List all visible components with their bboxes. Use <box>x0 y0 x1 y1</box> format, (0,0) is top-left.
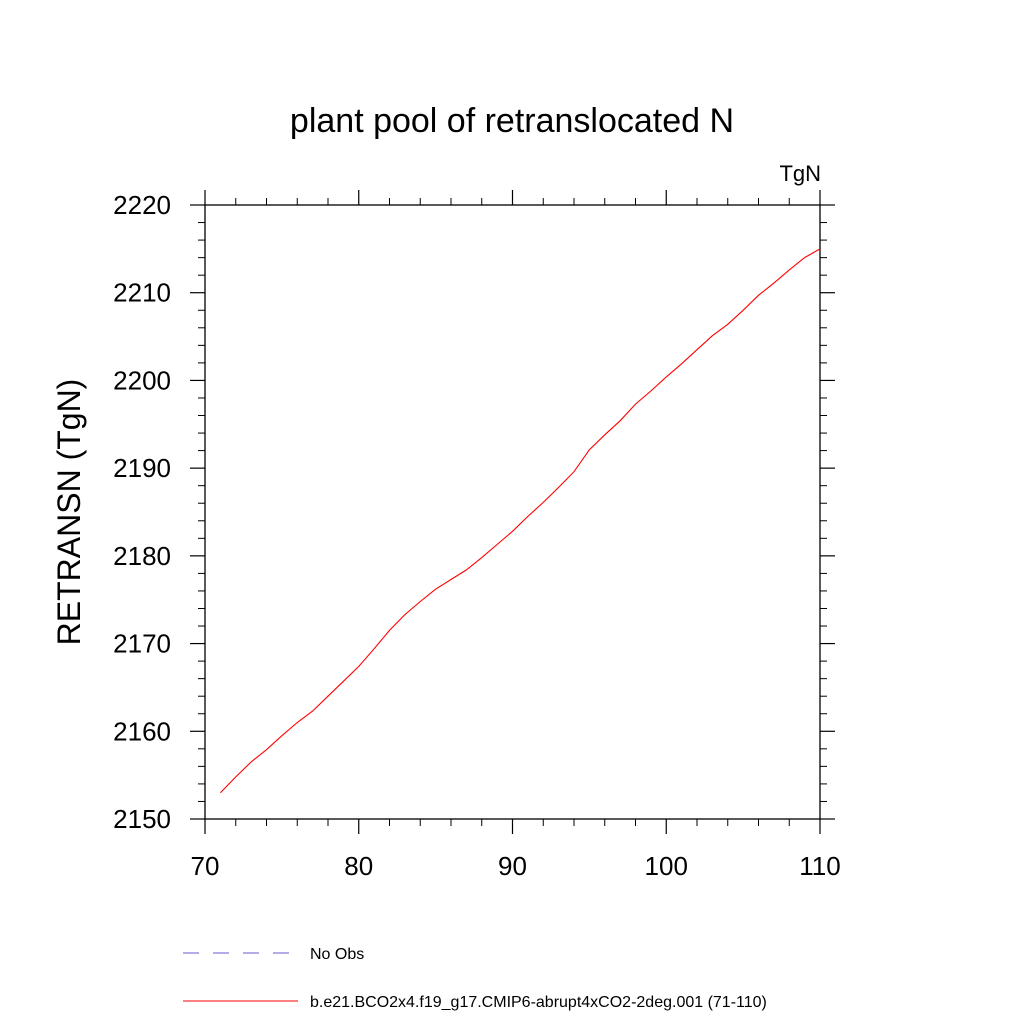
series-line-1 <box>220 248 821 794</box>
y-tick-label: 2180 <box>113 541 171 571</box>
x-tick-label: 100 <box>645 851 688 881</box>
units-label: TgN <box>779 161 821 186</box>
y-tick-label: 2190 <box>113 453 171 483</box>
x-tick-labels: 70 80 90 100 110 <box>191 851 841 881</box>
y-tick-label: 2210 <box>113 278 171 308</box>
x-tick-label: 90 <box>498 851 527 881</box>
chart-title: plant pool of retranslocated N <box>290 102 734 140</box>
y-tick-label: 2160 <box>113 716 171 746</box>
plot-frame <box>204 204 821 820</box>
legend-label-run: b.e21.BCO2x4.f19_g17.CMIP6-abrupt4xCO2-2… <box>310 994 767 1011</box>
x-tick-label: 110 <box>799 851 840 881</box>
y-tick-label: 2150 <box>113 804 171 834</box>
series-layer <box>220 248 821 794</box>
legend: No Obs b.e21.BCO2x4.f19_g17.CMIP6-abrupt… <box>183 946 767 1011</box>
x-tick-label: 80 <box>344 851 373 881</box>
y-tick-label: 2170 <box>113 629 171 659</box>
y-axis-label: RETRANSN (TgN) <box>51 379 87 646</box>
axis-ticks <box>190 190 835 834</box>
y-tick-label: 2200 <box>113 365 171 395</box>
y-tick-labels: 2150 2160 2170 2180 2190 2200 2210 2220 <box>113 190 171 834</box>
y-tick-label: 2220 <box>113 190 171 220</box>
legend-label-no-obs: No Obs <box>310 946 364 963</box>
x-tick-label: 70 <box>191 851 220 881</box>
